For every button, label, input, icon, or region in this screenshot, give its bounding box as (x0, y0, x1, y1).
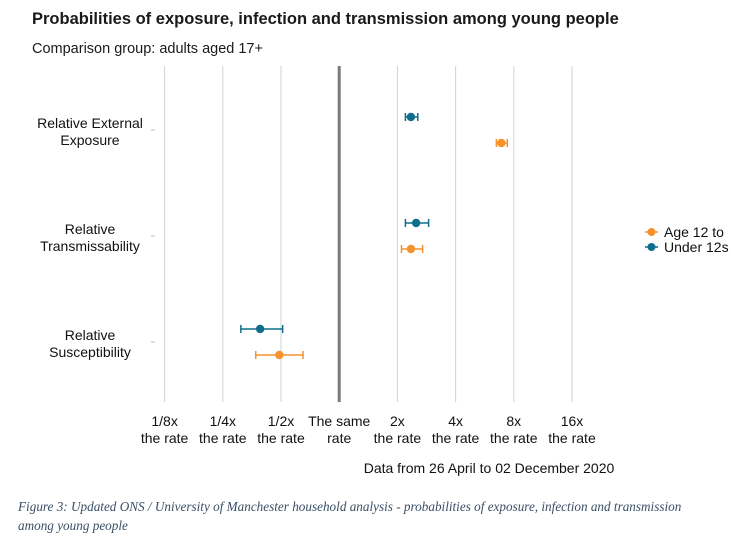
date-range-footnote: Data from 26 April to 02 December 2020 (364, 460, 615, 476)
x-tick-label: the rate (141, 430, 189, 446)
forest-plot: Relative ExternalExposureRelativeTransmi… (37, 66, 729, 476)
x-tick-label: the rate (432, 430, 480, 446)
x-tick-label: 16x (561, 413, 584, 429)
legend-key-dot (647, 228, 656, 236)
category-label: Exposure (60, 132, 119, 148)
x-tick-label: the rate (257, 430, 305, 446)
chart-subtitle: Comparison group: adults aged 17+ (32, 41, 263, 57)
legend-label: Under 12s (664, 239, 729, 255)
x-tick-label: 2x (390, 413, 405, 429)
x-tick-label: the rate (548, 430, 596, 446)
x-tick-label: 1/2x (268, 413, 294, 429)
legend-key-dot (647, 243, 656, 251)
category-labels: Relative ExternalExposureRelativeTransmi… (37, 115, 155, 360)
figure-caption: Figure 3: Updated ONS / University of Ma… (18, 499, 682, 533)
category-label: Relative (65, 327, 116, 343)
category-label: Susceptibility (49, 344, 131, 360)
category-label: Relative External (37, 115, 143, 131)
estimate-point (497, 138, 506, 148)
x-tick-label: 1/8x (151, 413, 177, 429)
x-tick-label: the rate (199, 430, 247, 446)
estimate-point (406, 112, 416, 122)
legend-label: Age 12 to (664, 224, 724, 240)
estimate-point (275, 350, 284, 360)
x-tick-label: 4x (448, 413, 463, 429)
x-tick-label: The same (308, 413, 370, 429)
grid-lines (164, 66, 573, 402)
x-tick-label: 8x (506, 413, 521, 429)
x-tick-label: the rate (490, 430, 538, 446)
chart-title: Probabilities of exposure, infection and… (32, 10, 619, 28)
category-label: Transmissability (40, 238, 140, 254)
x-tick-label: rate (327, 430, 351, 446)
category-label: Relative (65, 221, 116, 237)
estimate-point (411, 218, 421, 228)
x-tick-label: the rate (374, 430, 422, 446)
estimate-point (406, 244, 416, 254)
x-tick-label: 1/4x (210, 413, 236, 429)
estimate-point (255, 324, 265, 334)
data-marks (240, 112, 509, 360)
